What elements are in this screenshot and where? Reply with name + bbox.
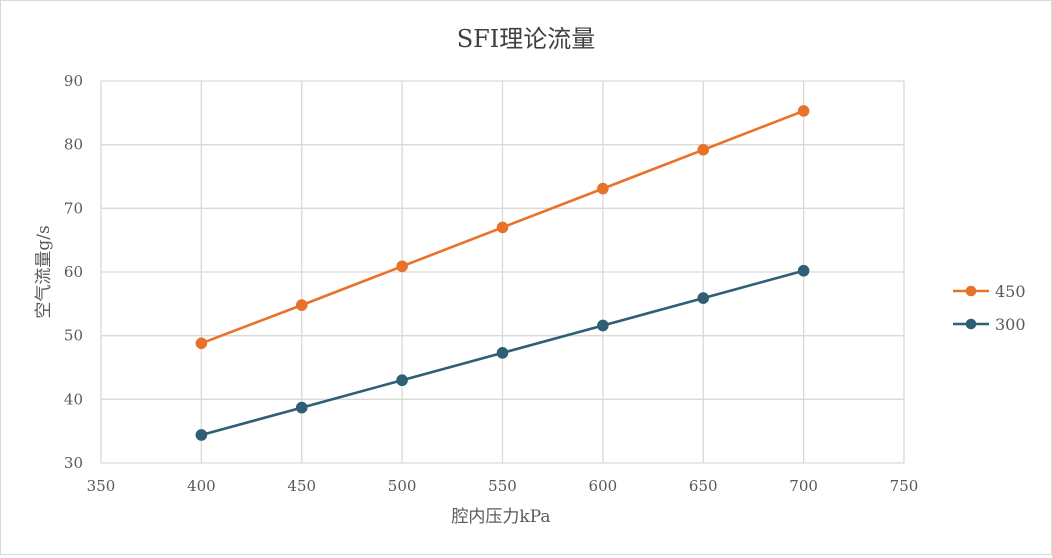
data-point-300-650 [697,292,710,304]
tick-layer: 30 40 50 60 70 80 90 350 400 450 500 550 600 650 700 75… [64,72,918,495]
data-point-300-550 [496,347,509,359]
x-axis-title: 腔内压力kPa [451,507,550,527]
y-tick-label-80: 80 [64,136,83,154]
data-point-450-650 [697,143,710,156]
data-point-450-500 [396,260,408,273]
data-point-450-600 [597,182,609,195]
x-tick-label-550: 550 [488,477,517,495]
data-point-300-700 [797,264,810,277]
data-point-450-700 [797,105,810,117]
x-tick-label-650: 650 [689,477,718,495]
data-point-300-500 [396,374,408,387]
grid-layer [100,80,905,464]
data-point-450-400 [195,337,208,350]
y-tick-label-90: 90 [64,72,83,90]
x-tick-label-400: 400 [187,477,216,495]
y-tick-label-50: 50 [64,327,83,345]
legend: 450 300 [953,282,1026,334]
legend-label-450: 450 [995,282,1026,301]
x-tick-label-350: 350 [87,477,116,495]
data-point-450-550 [496,221,509,234]
series-layer [195,105,810,441]
y-tick-label-30: 30 [64,454,83,472]
x-tick-label-750: 750 [890,477,919,495]
data-point-300-600 [597,319,609,332]
y-tick-label-60: 60 [64,263,83,281]
legend-marker-300 [965,318,977,330]
y-tick-label-40: 40 [64,390,83,408]
legend-marker-450 [965,285,977,297]
data-point-300-450 [295,401,308,414]
y-tick-label-70: 70 [64,199,83,217]
data-point-300-400 [195,429,208,441]
legend-label-300: 300 [995,315,1026,334]
y-axis-title: 空气流量g/s [34,225,54,318]
data-point-450-450 [295,299,308,311]
chart-title: SFI理论流量 [457,25,596,53]
x-tick-label-600: 600 [589,477,618,495]
x-tick-label-700: 700 [789,477,818,495]
x-tick-label-500: 500 [388,477,417,495]
x-tick-label-450: 450 [287,477,316,495]
